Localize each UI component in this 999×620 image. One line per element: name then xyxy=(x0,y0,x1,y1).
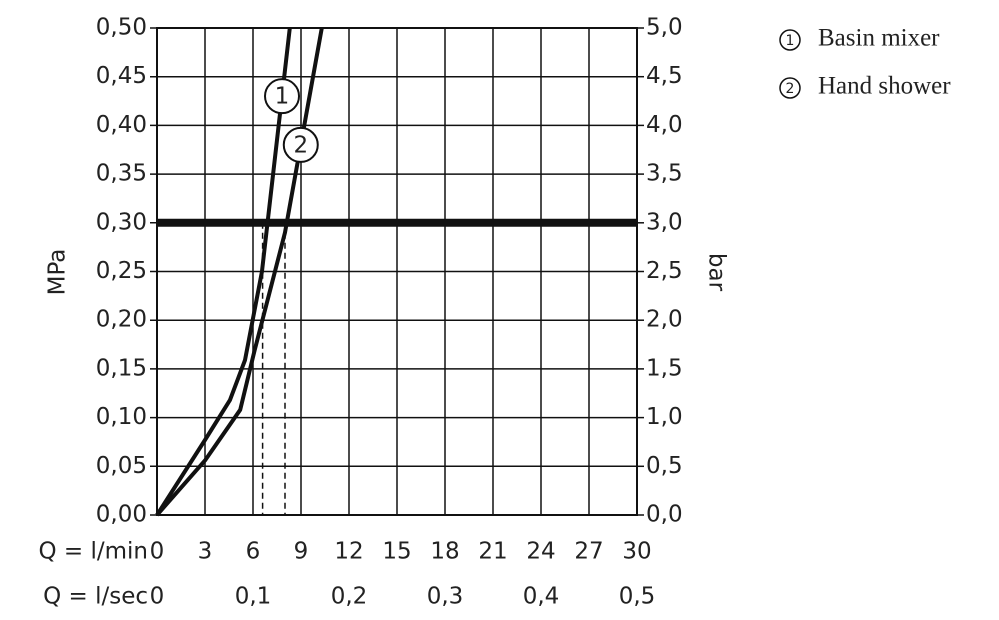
x2-axis-label: Q = l/sec xyxy=(43,584,148,610)
x-tick-label: 0 xyxy=(150,539,165,565)
y-tick-label: 0,25 xyxy=(96,258,147,284)
curve-label: 1 xyxy=(275,84,290,110)
legend-label: Hand shower xyxy=(818,73,951,100)
x2-tick-label: 0 xyxy=(150,584,165,610)
x-tick-label: 3 xyxy=(198,539,213,565)
y-tick-label: 0,40 xyxy=(96,112,147,138)
series-line xyxy=(155,27,292,517)
y2-tick-label: 3,5 xyxy=(646,161,683,187)
series-line xyxy=(155,27,324,517)
y-tick-label: 0,30 xyxy=(96,209,147,235)
curve-label: 2 xyxy=(293,132,308,158)
x-tick-label: 30 xyxy=(622,539,651,565)
plot-frame xyxy=(156,27,638,516)
y2-axis-label: bar xyxy=(704,253,730,292)
legend-number: 2 xyxy=(786,81,795,97)
x2-tick-label: 0,3 xyxy=(427,584,464,610)
y-tick-label: 0,45 xyxy=(96,63,147,89)
y-tick-label: 0,35 xyxy=(96,161,147,187)
y-tick-label: 0,15 xyxy=(96,355,147,381)
y-axis-label: MPa xyxy=(45,249,71,296)
x2-tick-label: 0,5 xyxy=(619,584,656,610)
x-tick-label: 27 xyxy=(574,539,603,565)
y-tick-label: 0,20 xyxy=(96,307,147,333)
curve-label-circle xyxy=(264,78,301,115)
y2-tick-label: 0,5 xyxy=(646,453,683,479)
legend-circle xyxy=(779,29,801,51)
y2-tick-label: 3,0 xyxy=(646,209,683,235)
y-tick-label: 0,05 xyxy=(96,453,147,479)
x-tick-label: 9 xyxy=(294,539,309,565)
x2-tick-label: 0,1 xyxy=(235,584,272,610)
x-tick-label: 18 xyxy=(430,539,459,565)
legend-label: Basin mixer xyxy=(818,25,940,52)
legend-circle xyxy=(779,77,801,99)
y2-tick-label: 5,0 xyxy=(646,15,683,41)
x-tick-label: 6 xyxy=(246,539,261,565)
y2-tick-label: 4,0 xyxy=(646,112,683,138)
y-tick-label: 0,10 xyxy=(96,404,147,430)
x-tick-label: 24 xyxy=(526,539,555,565)
x-tick-label: 12 xyxy=(334,539,363,565)
y-tick-label: 0,00 xyxy=(96,502,147,528)
x-tick-label: 15 xyxy=(382,539,411,565)
y2-tick-label: 2,5 xyxy=(646,258,683,284)
y2-tick-label: 4,5 xyxy=(646,63,683,89)
y2-tick-label: 1,0 xyxy=(646,404,683,430)
x-tick-label: 21 xyxy=(478,539,507,565)
x2-tick-label: 0,2 xyxy=(331,584,368,610)
x2-tick-label: 0,4 xyxy=(523,584,560,610)
curve-label-circle xyxy=(282,126,319,163)
y2-tick-label: 2,0 xyxy=(646,307,683,333)
y2-tick-label: 1,5 xyxy=(646,355,683,381)
y2-tick-label: 0,0 xyxy=(646,502,683,528)
x-axis-label: Q = l/min xyxy=(38,539,148,565)
y-tick-label: 0,50 xyxy=(96,15,147,41)
legend-number: 1 xyxy=(786,33,795,49)
